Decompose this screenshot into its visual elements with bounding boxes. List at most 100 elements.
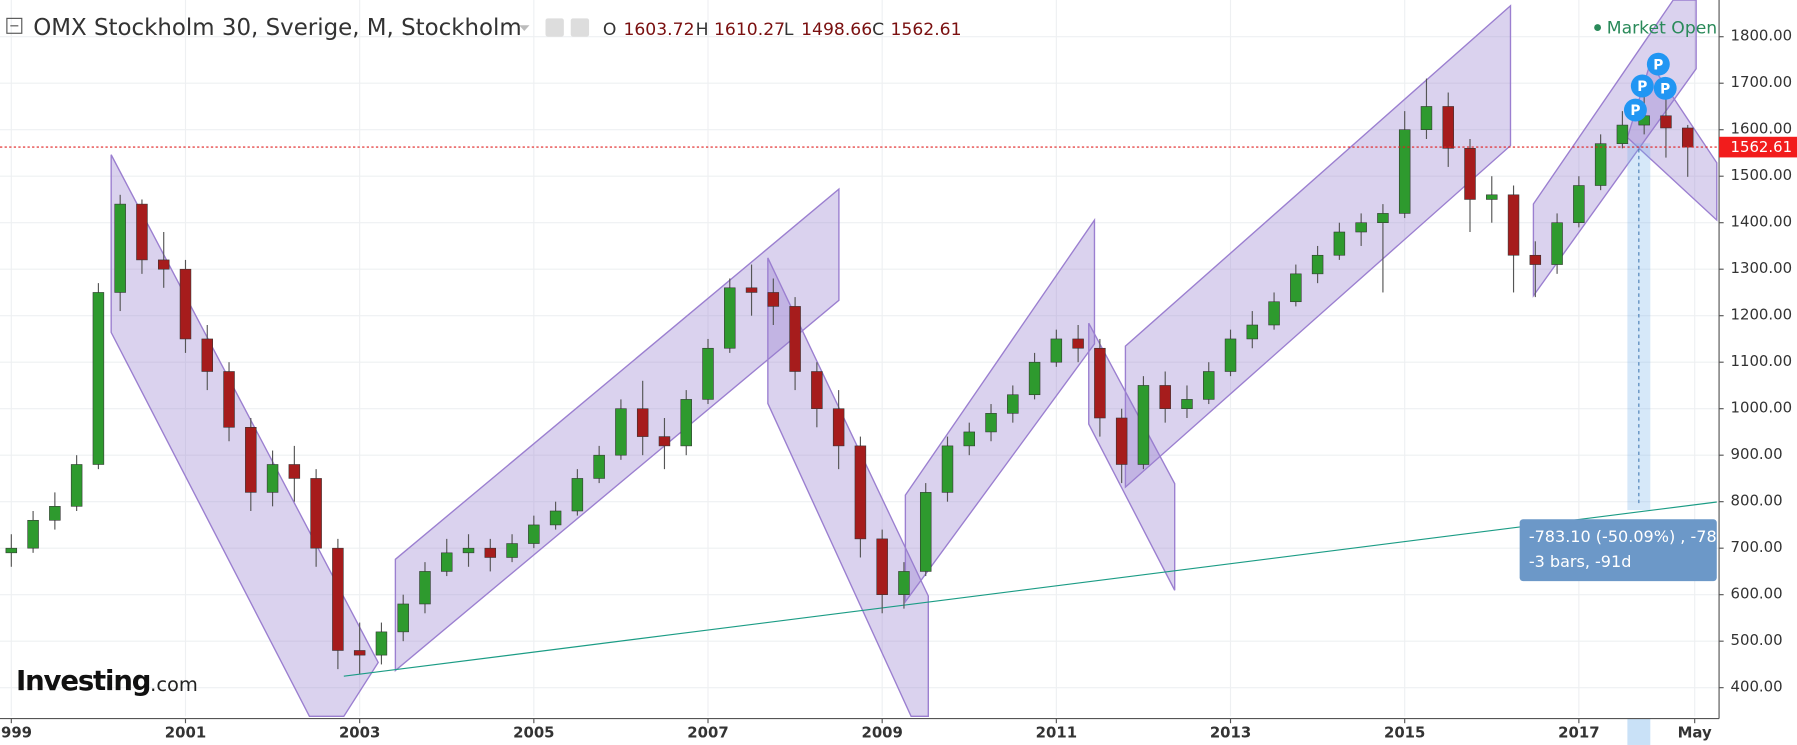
measure-text: -3 bars, -91d [1529,552,1632,571]
x-tick-label: 2001 [165,724,206,742]
candle-body [1355,222,1367,233]
candle-body [1529,254,1542,265]
candle-body [1551,222,1563,265]
marker[interactable] [1623,98,1647,122]
marker-label[interactable]: P [1630,103,1640,119]
marker[interactable] [1646,52,1670,76]
marker-label[interactable]: P [1637,79,1647,95]
candles [5,78,1694,674]
candle-body [1224,338,1237,372]
candle-body [1681,127,1694,148]
candle-body [1268,301,1280,326]
y-tick-label: 800.00 [1731,492,1783,510]
ohlc-label: O [603,20,617,40]
candle-body [462,547,475,554]
ohlc-label: C [872,20,884,40]
candle-body [680,399,692,447]
candle-body [179,268,192,340]
candle-body [136,203,148,261]
y-tick-label: 1500.00 [1731,166,1793,184]
candle-body [1028,361,1041,396]
overlay: -783.10 (-50.09%) , -78 -3 bars, -91d P … [1519,52,1717,582]
axes: 400.00 500.00 600.00 700.00 800.00 900.00 1000… [0,27,1797,742]
candle-body [615,408,627,456]
candle-body [1203,371,1215,400]
measure-box [1519,519,1717,582]
candle-body [636,408,649,437]
logo: .com [150,673,198,696]
candle-body [70,464,83,507]
dropdown[interactable] [519,25,530,31]
channel [904,217,1096,604]
candle-body [1486,194,1498,200]
grid [0,0,1720,717]
candle-body [919,492,932,572]
candle-body [1115,417,1128,465]
candle-body [1137,385,1150,465]
candle-body [1246,324,1259,340]
candle-body [702,347,714,400]
marker-label[interactable]: P [1653,57,1663,73]
x-tick-label: 2011 [1036,724,1077,742]
status-dot [1594,24,1602,31]
channel [767,257,929,718]
candle-body [245,427,257,493]
ohlc-label: L [784,20,794,40]
y-tick-label: 400.00 [1731,678,1783,696]
candle-body [1072,338,1084,349]
candle-body [811,371,823,409]
x-tick-label: May [1678,724,1712,742]
candle-body [658,436,671,447]
candle-body [114,203,126,293]
price-label: 1562.61 [1731,138,1793,156]
candle-body [1007,394,1019,414]
logo: Investing [16,665,150,697]
trend-line [343,501,1717,677]
y-tick-label: 1000.00 [1731,399,1793,417]
candle-body [310,478,322,549]
candle-body [941,445,954,493]
settings-icon[interactable] [545,18,564,37]
candle-body [1594,143,1607,186]
x-tick-label: 2007 [687,724,728,742]
y-tick-label: 600.00 [1731,585,1783,603]
settings-icon[interactable] [570,18,590,37]
y-tick-label: 1400.00 [1731,213,1793,231]
candle-body [767,292,780,307]
marker[interactable] [1630,74,1654,98]
drawings [110,0,1718,745]
candle-body [854,445,867,540]
candle-body [1420,106,1433,131]
measure-text: -783.10 (-50.09%) , -78 [1529,527,1717,546]
candle-body [92,292,105,465]
x-tick-label: 2015 [1384,724,1425,742]
x-tick-label: 2017 [1558,724,1599,742]
candle-body [157,259,170,270]
candle-body [549,510,562,526]
candle-body [1660,115,1672,129]
price-label-box [1719,136,1797,158]
candle-body [419,571,431,605]
candle-body [1616,124,1629,144]
marker[interactable] [1653,76,1677,100]
candle-body [593,454,605,479]
candle-body [1442,106,1454,149]
measure-span [1627,143,1651,511]
y-tick-label: 900.00 [1731,445,1783,463]
candle-body [266,464,279,493]
ohlc-label: H [696,20,709,40]
y-tick-label: 1600.00 [1731,120,1793,138]
ohlc-value: 1603.72 [623,20,694,40]
candle-body [375,631,388,656]
measure-axis-span [1627,718,1651,745]
collapse-icon[interactable] [6,17,23,34]
marker-label[interactable]: P [1660,81,1670,97]
candle-body [1464,148,1476,200]
y-tick-label: 700.00 [1731,538,1783,556]
candle-body [397,603,409,633]
candle-body [1094,347,1106,419]
x-tick-label: 2005 [513,724,554,742]
candle-body [832,408,845,447]
candle-body [876,538,888,595]
